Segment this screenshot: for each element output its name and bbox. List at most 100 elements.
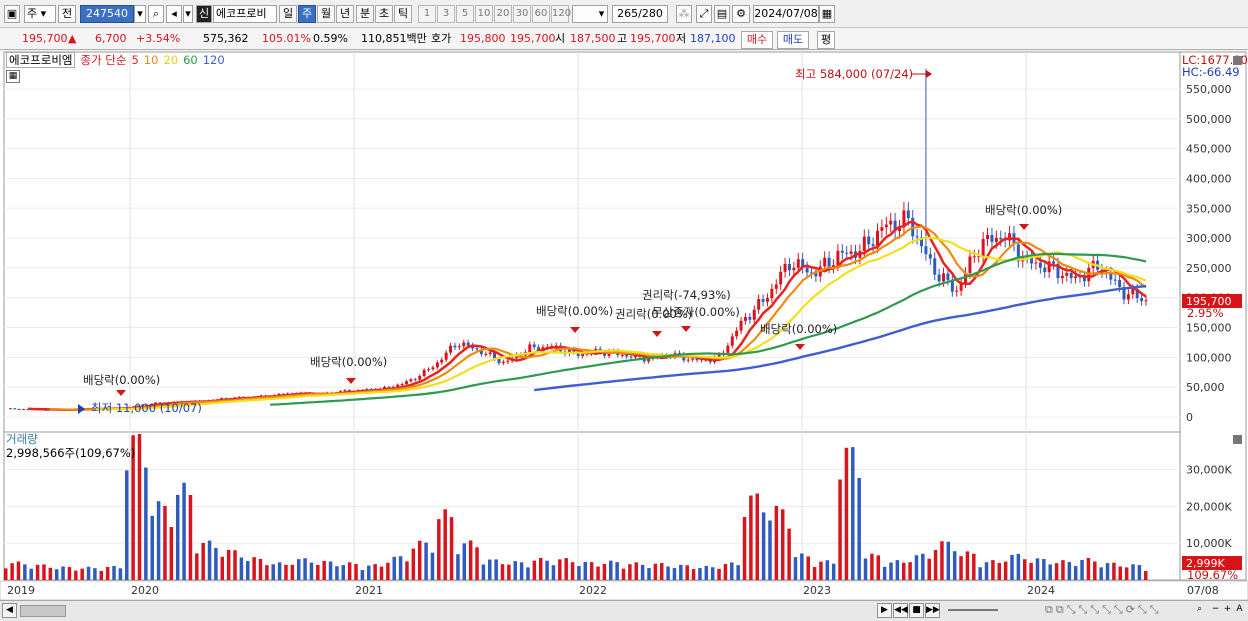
table-icon[interactable]: ▦ [6,70,20,83]
save-icon[interactable]: ▤ [714,5,730,23]
interval-button-3[interactable]: 3 [437,5,455,23]
low-label: 저 [676,32,687,45]
volume-bar [647,568,651,580]
volume-bar [972,553,976,580]
chevron-down-icon[interactable]: ▾ [596,5,608,23]
candle-up [876,230,880,247]
event-arrow [652,331,662,337]
volume-bar [1093,561,1097,580]
price-panel-close-icon [1233,56,1242,65]
candle-down [576,351,580,356]
stock-code-input[interactable]: 247540 [80,5,134,23]
candle-down [946,273,950,280]
volume-bar [207,540,212,580]
stock-name: 에코프로비 [213,5,277,23]
volume-bar [685,565,689,580]
volume-bar [901,562,906,580]
chart-area[interactable]: 550,000 500,000 450,000 400,000 350,000 300,0… [0,51,1248,621]
chevron-down-icon[interactable]: ▾ [134,5,146,23]
average-button[interactable]: 평 [817,31,835,49]
interval-button-30[interactable]: 30 [513,5,531,23]
calendar-icon[interactable]: ▦ [819,5,835,23]
interval-button-1[interactable]: 1 [418,5,436,23]
volume-bar [386,562,390,580]
volume-bar [398,556,403,580]
volume-bar [309,562,314,580]
grid-icon[interactable]: ⁂ [676,5,692,23]
event-label: 배당락(0.00%) [310,355,387,369]
period-tab-2[interactable]: 월 [317,5,335,23]
candle-down [1030,256,1034,264]
volume-bar [698,568,702,580]
period-tab-1[interactable]: 주 [298,5,316,23]
scroll-right-icon[interactable]: ▶ [877,603,892,618]
price-volume-chart[interactable]: 550,000500,000450,000400,000350,000300,0… [0,51,1248,621]
font-size-icon[interactable]: A [1236,604,1243,614]
price-tick-label: 150,000 [1186,322,1232,335]
gear-icon[interactable]: ⚙ [732,5,750,23]
volume-bar [921,553,925,580]
scroll-left-icon[interactable]: ◀ [2,603,17,618]
volume-bar [475,547,479,580]
zoom-slider[interactable] [948,604,998,616]
zoom-out-icon[interactable]: − [1211,604,1220,614]
candle-up [1008,233,1012,241]
sell-button[interactable]: 매도 [777,31,809,49]
volume-bar [602,563,607,580]
prev-button[interactable]: 전 [58,5,76,23]
first-bar-icon[interactable]: ◀◀ [893,603,908,618]
candle-down [387,386,391,388]
period-tab-4[interactable]: 분 [356,5,374,23]
market-select[interactable]: 주 ▾ [24,5,56,23]
candle-down [787,263,791,271]
candle-down [748,317,752,320]
drawing-tools[interactable]: ⧉⧉⤡⤡⤡⤡⤡⟳⤡⤡ [1045,603,1162,616]
volume-bar [933,550,938,580]
zoom-in-icon[interactable]: + [1223,604,1232,614]
candle-down [928,254,932,259]
period-tab-5[interactable]: 초 [375,5,393,23]
search-icon[interactable]: ⌕ [148,5,164,23]
candle-up [484,353,488,355]
last-bar-icon[interactable]: ▶▶ [925,603,940,618]
date-tick-label: 2019 [7,584,35,597]
interval-button-120[interactable]: 120 [551,5,571,23]
search-icon[interactable]: ⌕ [1196,604,1203,614]
candle-up [972,256,976,258]
volume-bar [1112,562,1116,580]
volume-bar [277,562,282,580]
candle-up [277,393,281,396]
volume-bar [545,560,549,580]
scrollbar-thumb[interactable] [20,605,66,617]
period-tab-6[interactable]: 틱 [394,5,412,23]
fit-icon[interactable]: ⤢ [696,5,712,23]
candle-up [686,359,690,361]
volume-bar [1042,558,1046,580]
candle-up [154,402,158,404]
interval-button-5[interactable]: 5 [456,5,474,23]
volume-bar [628,564,632,580]
interval-button-20[interactable]: 20 [494,5,512,23]
turnover-ratio: 0.59% [313,32,348,45]
ask-price: 195,800 [460,32,506,45]
volume-bar [35,564,40,580]
date-input[interactable]: 2024/07/08 [753,5,819,23]
legend-stock-name[interactable]: 에코프로비엠 [6,52,76,68]
interval-button-10[interactable]: 10 [475,5,493,23]
bar-count[interactable]: 265/280 [612,5,668,23]
volume-bar [863,558,868,580]
interval-button-60[interactable]: 60 [532,5,550,23]
period-tab-0[interactable]: 일 [279,5,297,23]
volume-bar [679,564,683,580]
period-tab-3[interactable]: 년 [336,5,354,23]
stop-icon[interactable]: ■ [909,603,924,618]
chevron-down-icon[interactable]: ▾ [183,5,193,23]
candle-down [413,379,417,381]
candle-down [466,342,470,346]
buy-button[interactable]: 매수 [741,31,773,49]
volume-tick-label: 20,000K [1186,500,1232,513]
volume-bar [303,558,307,580]
speaker-icon[interactable]: ◂ [166,5,182,23]
candle-up [383,386,387,389]
window-icon[interactable]: ▣ [4,5,20,23]
